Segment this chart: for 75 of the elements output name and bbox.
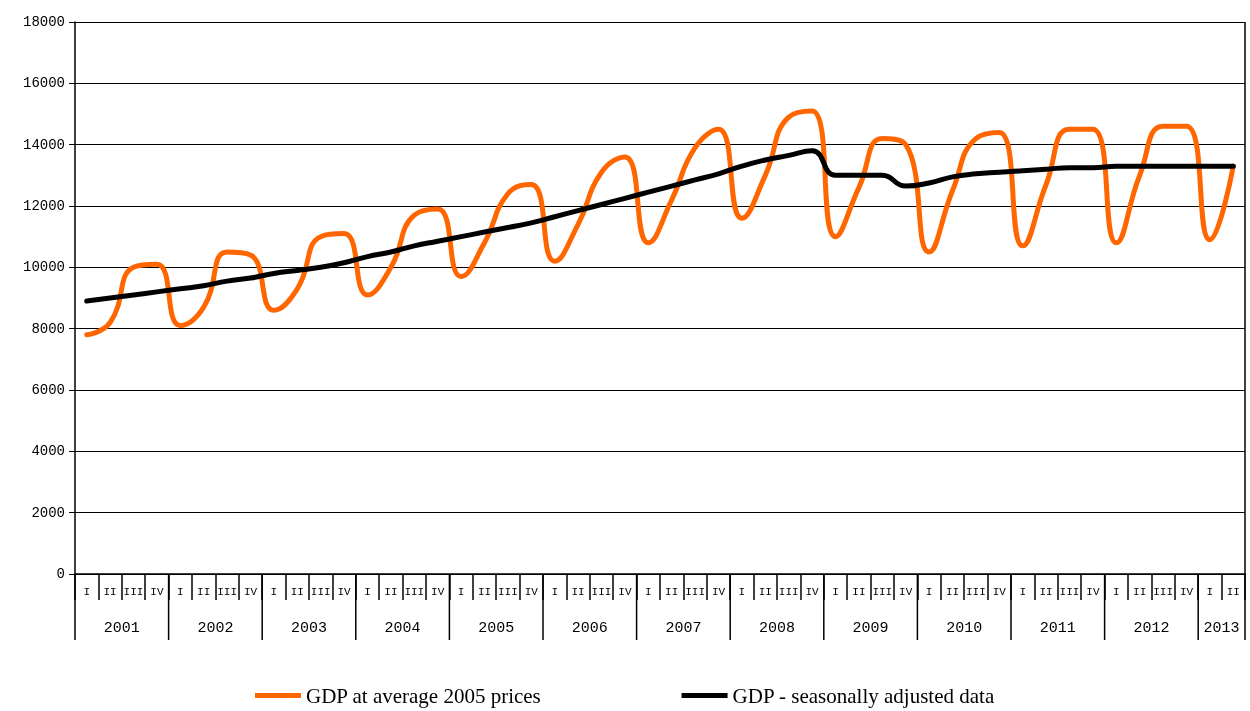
text: 2007 bbox=[665, 619, 702, 637]
x-tick-label: IV bbox=[1086, 585, 1100, 598]
x-tick-label: I bbox=[925, 585, 933, 598]
text: 2008 bbox=[758, 619, 796, 637]
text: 2011 bbox=[1039, 619, 1076, 637]
x-tick-label: IV bbox=[711, 585, 726, 598]
x-tick-label: I bbox=[1206, 585, 1214, 598]
x-tick-label: I bbox=[1019, 585, 1026, 598]
y-tick-label: 10000 bbox=[22, 259, 65, 276]
x-tick-label: III bbox=[1059, 585, 1080, 598]
x-tick-label: IV bbox=[1179, 585, 1194, 598]
y-tick-label: 0 bbox=[56, 566, 65, 582]
text: 2009 bbox=[852, 619, 889, 637]
x-tick-label: II bbox=[384, 585, 398, 598]
text: 2010 bbox=[946, 619, 983, 637]
x-tick-label: III bbox=[310, 585, 331, 598]
x-tick-label: IV bbox=[337, 585, 352, 598]
x-tick-label: IV bbox=[899, 585, 913, 598]
x-tick-label: III bbox=[1153, 585, 1174, 598]
text: 2013 bbox=[1203, 619, 1240, 637]
x-tick-label: I bbox=[177, 585, 184, 598]
y-tick-label: 8000 bbox=[31, 320, 65, 337]
x-tick-label: III bbox=[872, 585, 893, 598]
text: 2005 bbox=[478, 619, 515, 637]
x-tick-label: II bbox=[571, 585, 585, 598]
text: 2012 bbox=[1133, 619, 1170, 637]
x-tick-label: I bbox=[270, 585, 278, 598]
x-tick-label: III bbox=[685, 585, 706, 598]
y-tick-label: 6000 bbox=[31, 382, 65, 398]
y-tick-label: 14000 bbox=[22, 136, 65, 153]
text: 2004 bbox=[384, 619, 421, 637]
x-tick-label: III bbox=[217, 585, 238, 598]
x-tick-label: II bbox=[665, 585, 679, 598]
x-tick-label: I bbox=[457, 585, 465, 598]
y-tick-label: 16000 bbox=[22, 75, 65, 92]
text: 2006 bbox=[571, 619, 608, 637]
text: 2001 bbox=[103, 619, 140, 637]
x-tick-label: II bbox=[758, 585, 772, 598]
x-tick-label: II bbox=[945, 585, 960, 598]
x-tick-label: III bbox=[497, 585, 518, 598]
x-tick-label: I bbox=[645, 585, 652, 598]
x-tick-label: I bbox=[1113, 585, 1120, 598]
x-tick-label: IV bbox=[431, 585, 445, 598]
x-tick-label: II bbox=[1133, 585, 1147, 598]
x-tick-label: I bbox=[83, 585, 90, 598]
x-tick-label: IV bbox=[150, 585, 164, 598]
x-tick-label: IV bbox=[992, 585, 1007, 598]
y-tick-label: 2000 bbox=[31, 504, 65, 521]
x-tick-label: III bbox=[965, 585, 986, 598]
text: 2002 bbox=[197, 619, 234, 637]
y-tick-label: 12000 bbox=[22, 198, 65, 214]
y-tick-label: 4000 bbox=[31, 443, 65, 460]
x-tick-label: II bbox=[852, 585, 866, 598]
legend-label: GDP - seasonally adjusted data bbox=[732, 683, 995, 708]
x-tick-label: IV bbox=[618, 585, 632, 598]
x-tick-label: II bbox=[197, 585, 211, 598]
x-tick-label: I bbox=[364, 585, 371, 598]
x-tick-label: II bbox=[477, 585, 492, 598]
x-tick-label: I bbox=[551, 585, 558, 598]
x-tick-label: III bbox=[591, 585, 612, 598]
y-tick-label: 18000 bbox=[22, 14, 65, 30]
x-tick-label: I bbox=[832, 585, 839, 598]
x-tick-label: II bbox=[1226, 585, 1240, 598]
x-tick-label: III bbox=[404, 585, 425, 598]
x-tick-label: II bbox=[290, 585, 304, 598]
x-tick-label: II bbox=[103, 585, 117, 598]
x-tick-label: IV bbox=[243, 585, 258, 598]
x-tick-label: III bbox=[778, 585, 799, 598]
x-tick-label: II bbox=[1039, 585, 1053, 598]
legend-label: GDP at average 2005 prices bbox=[305, 683, 541, 708]
x-tick-label: I bbox=[738, 585, 746, 598]
x-tick-label: IV bbox=[524, 585, 539, 598]
x-tick-label: IV bbox=[805, 585, 820, 598]
x-tick-label: III bbox=[123, 585, 144, 598]
text: 2003 bbox=[290, 619, 328, 637]
